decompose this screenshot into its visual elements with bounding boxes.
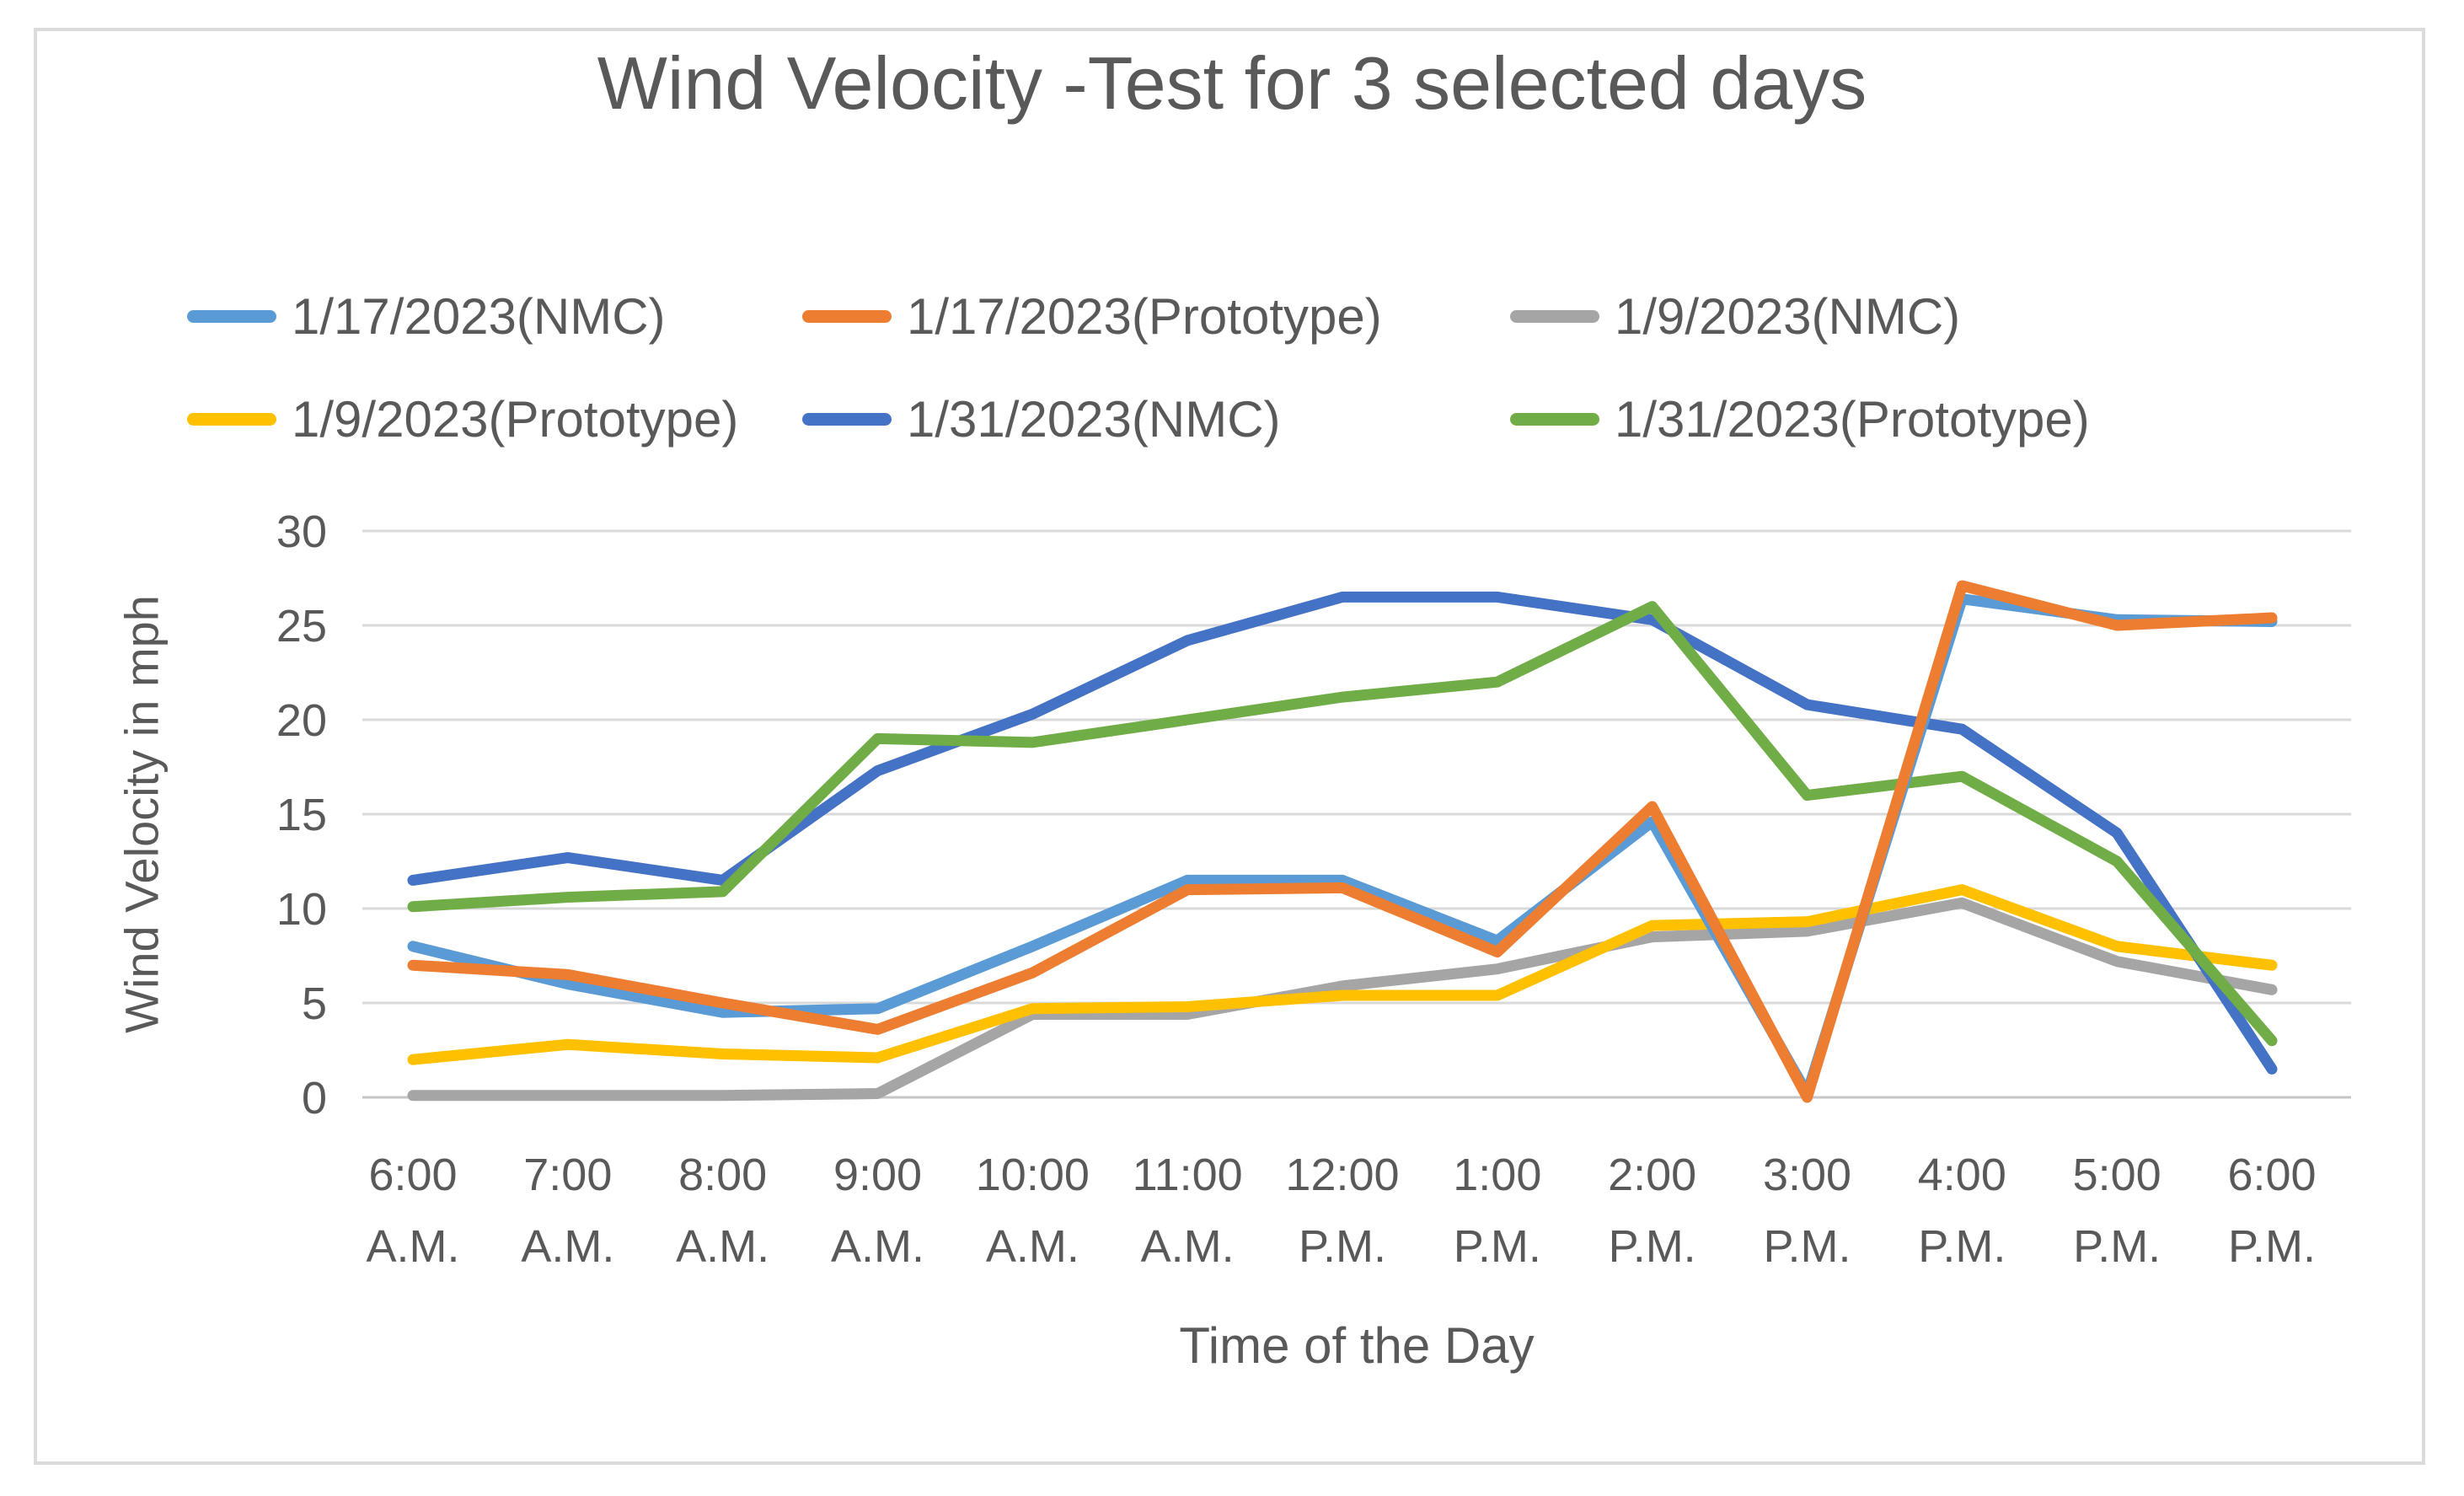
x-tick-label-time: 5:00 — [2073, 1150, 2161, 1200]
x-tick-label-meridiem: P.M. — [1918, 1221, 2006, 1272]
x-axis-title: Time of the Day — [1179, 1317, 1535, 1374]
x-tick-label-meridiem: P.M. — [1763, 1221, 1851, 1272]
x-tick-label-meridiem: A.M. — [1141, 1221, 1235, 1272]
y-tick-label: 25 — [276, 601, 327, 651]
legend-label: 1/31/2023(Prototype) — [1615, 390, 2090, 448]
legend-item: 1/31/2023(Prototype) — [1510, 390, 2090, 448]
x-tick-label-meridiem: P.M. — [1454, 1221, 1541, 1272]
y-tick-label: 15 — [276, 790, 327, 840]
legend-item: 1/9/2023(NMC) — [1510, 287, 1961, 345]
x-tick-label-time: 2:00 — [1608, 1150, 1696, 1200]
x-tick-label-meridiem: A.M. — [676, 1221, 769, 1272]
legend-label: 1/9/2023(Prototype) — [292, 390, 739, 448]
x-tick-label-meridiem: A.M. — [366, 1221, 459, 1272]
legend-item: 1/31/2023(NMC) — [802, 390, 1281, 448]
series-line-1-31-2023-prototype- — [407, 601, 2278, 1047]
x-tick-label-time: 11:00 — [1133, 1150, 1243, 1200]
legend-label: 1/17/2023(NMC) — [292, 287, 666, 345]
y-tick-label: 20 — [276, 695, 327, 746]
legend-label: 1/9/2023(NMC) — [1615, 287, 1961, 345]
legend-item: 1/17/2023(Prototype) — [802, 287, 1382, 345]
legend-item: 1/9/2023(Prototype) — [187, 390, 739, 448]
x-tick-label-meridiem: P.M. — [2073, 1221, 2161, 1272]
x-tick-label-meridiem: P.M. — [1609, 1221, 1696, 1272]
x-tick-label-time: 1:00 — [1453, 1150, 1541, 1200]
x-tick-label-time: 12:00 — [1285, 1150, 1399, 1200]
y-tick-label: 30 — [276, 507, 327, 557]
legend-label: 1/31/2023(NMC) — [907, 390, 1281, 448]
x-tick-label-time: 4:00 — [1918, 1150, 2006, 1200]
legend-line-swatch — [802, 412, 892, 426]
x-tick-label-meridiem: A.M. — [986, 1221, 1079, 1272]
series-line-1-9-2023-prototype- — [407, 884, 2278, 1065]
chart-title: Wind Velocity -Test for 3 selected days — [597, 41, 1867, 125]
x-tick-label-meridiem: A.M. — [521, 1221, 614, 1272]
x-tick-label-meridiem: P.M. — [2228, 1221, 2316, 1272]
y-tick-label: 10 — [276, 884, 327, 935]
x-tick-label-time: 10:00 — [976, 1150, 1090, 1200]
legend-line-swatch — [1510, 309, 1599, 323]
legend-line-swatch — [187, 412, 276, 426]
legend-line-swatch — [187, 309, 276, 323]
legend-line-swatch — [1510, 412, 1599, 426]
series-line-1-31-2023-nmc- — [407, 591, 2278, 1075]
series-line-1-9-2023-nmc- — [407, 897, 2278, 1102]
x-tick-label-time: 8:00 — [678, 1150, 767, 1200]
y-axis-title: Wind Velocity in mph — [115, 595, 169, 1033]
legend-item: 1/17/2023(NMC) — [187, 287, 666, 345]
x-tick-label-meridiem: P.M. — [1299, 1221, 1386, 1272]
chart-outer-frame — [34, 28, 2425, 1465]
legend-line-swatch — [802, 309, 892, 323]
series-line-1-17-2023-nmc- — [407, 593, 2278, 1100]
legend-label: 1/17/2023(Prototype) — [907, 287, 1382, 345]
x-tick-label-time: 6:00 — [2227, 1150, 2316, 1200]
x-tick-label-meridiem: A.M. — [831, 1221, 924, 1272]
y-tick-label: 0 — [302, 1073, 327, 1123]
x-tick-label-time: 6:00 — [368, 1150, 457, 1200]
series-line-1-17-2023-prototype- — [407, 580, 2278, 1103]
y-tick-label: 5 — [302, 979, 327, 1029]
x-tick-label-time: 7:00 — [523, 1150, 612, 1200]
x-tick-label-time: 3:00 — [1763, 1150, 1851, 1200]
x-tick-label-time: 9:00 — [833, 1150, 922, 1200]
